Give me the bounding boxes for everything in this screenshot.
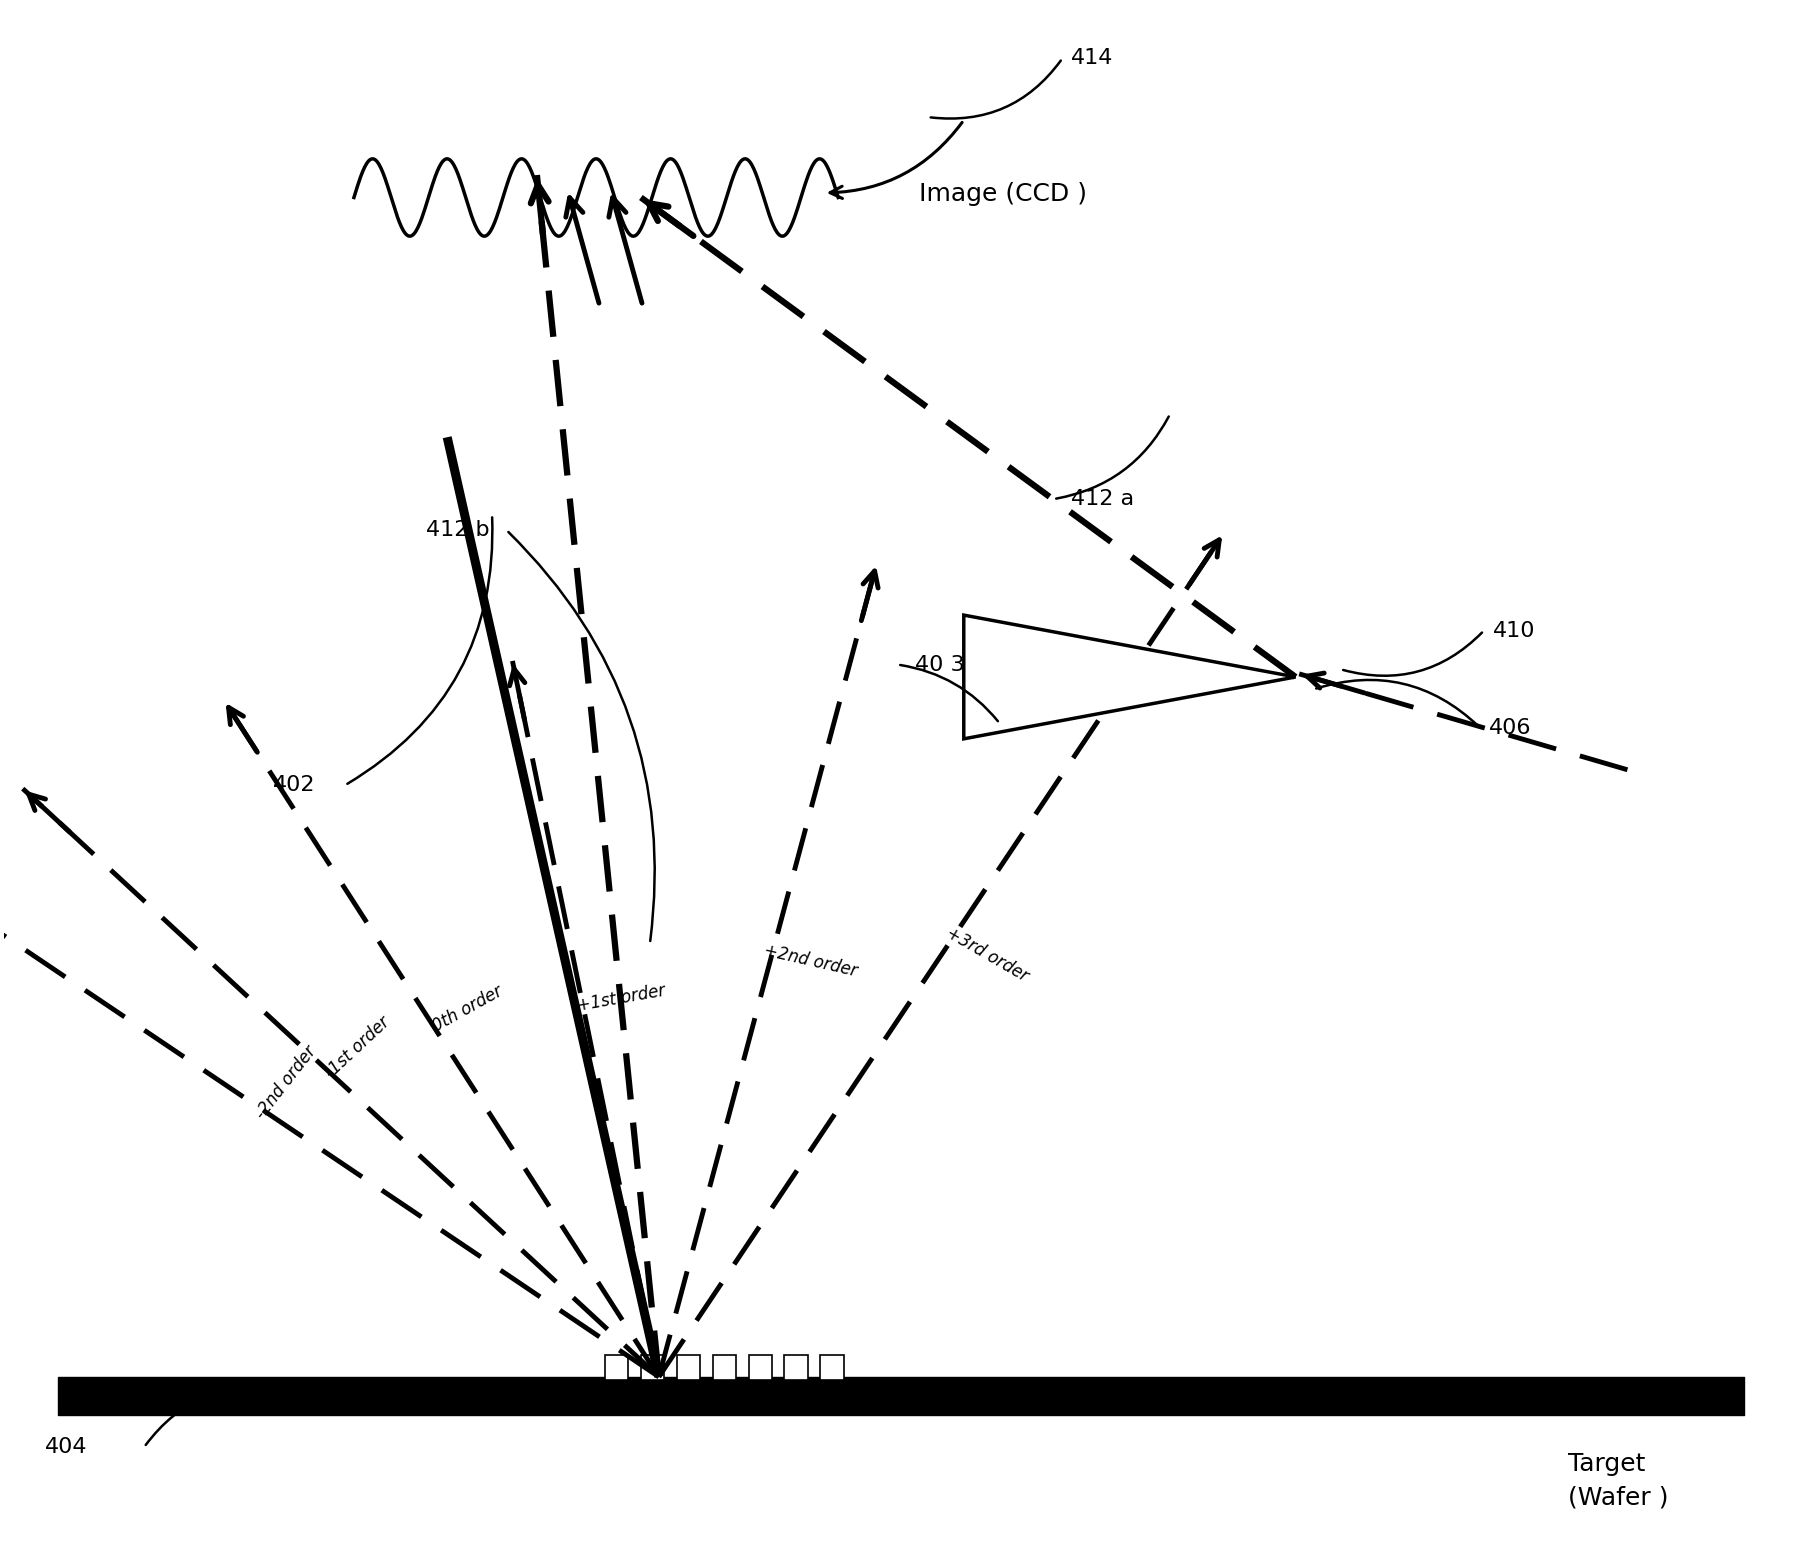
- Bar: [678, 1354, 701, 1379]
- Bar: [605, 1354, 629, 1379]
- Bar: [820, 1354, 843, 1379]
- Text: 412 a: 412 a: [1072, 490, 1135, 508]
- Text: 0th order: 0th order: [429, 981, 506, 1036]
- Text: 402: 402: [274, 776, 315, 795]
- Text: -1st order: -1st order: [321, 1014, 393, 1082]
- Bar: [748, 1354, 771, 1379]
- Text: +1st order: +1st order: [577, 983, 667, 1015]
- Text: 406: 406: [1488, 718, 1532, 739]
- Bar: [784, 1354, 807, 1379]
- Text: Image (CCD ): Image (CCD ): [919, 182, 1087, 207]
- Polygon shape: [964, 616, 1296, 739]
- Text: 404: 404: [45, 1437, 88, 1457]
- Text: -2nd order: -2nd order: [252, 1042, 321, 1123]
- Bar: [712, 1354, 735, 1379]
- Text: 414: 414: [1072, 48, 1114, 68]
- Text: +2nd order: +2nd order: [762, 942, 860, 981]
- Text: 410: 410: [1492, 620, 1535, 641]
- Text: 40 3: 40 3: [915, 655, 966, 675]
- Text: +3rd order: +3rd order: [942, 924, 1031, 986]
- Text: 412 b: 412 b: [425, 519, 490, 540]
- Text: Target
(Wafer ): Target (Wafer ): [1568, 1452, 1669, 1510]
- Bar: [642, 1354, 665, 1379]
